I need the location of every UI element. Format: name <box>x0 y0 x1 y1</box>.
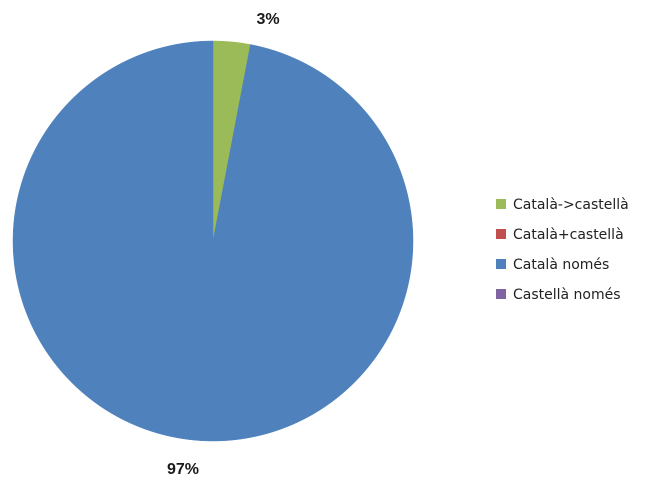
pie-slice-3 <box>12 40 414 442</box>
legend: Català->castellà Català+castellà Català no… <box>496 197 629 303</box>
legend-swatch-1 <box>496 199 506 209</box>
legend-swatch-4 <box>496 289 506 299</box>
pie-slices <box>12 40 414 442</box>
legend-label-4: Castellà només <box>513 287 621 303</box>
legend-swatch-3 <box>496 259 506 269</box>
pie-data-labels: 3% 97% <box>167 11 280 478</box>
legend-label-1: Català->castellà <box>513 197 629 213</box>
legend-swatch-2 <box>496 229 506 239</box>
data-label-1: 3% <box>256 11 279 28</box>
legend-label-3: Català només <box>513 257 609 273</box>
data-label-3: 97% <box>167 461 199 478</box>
legend-label-2: Català+castellà <box>513 227 624 243</box>
